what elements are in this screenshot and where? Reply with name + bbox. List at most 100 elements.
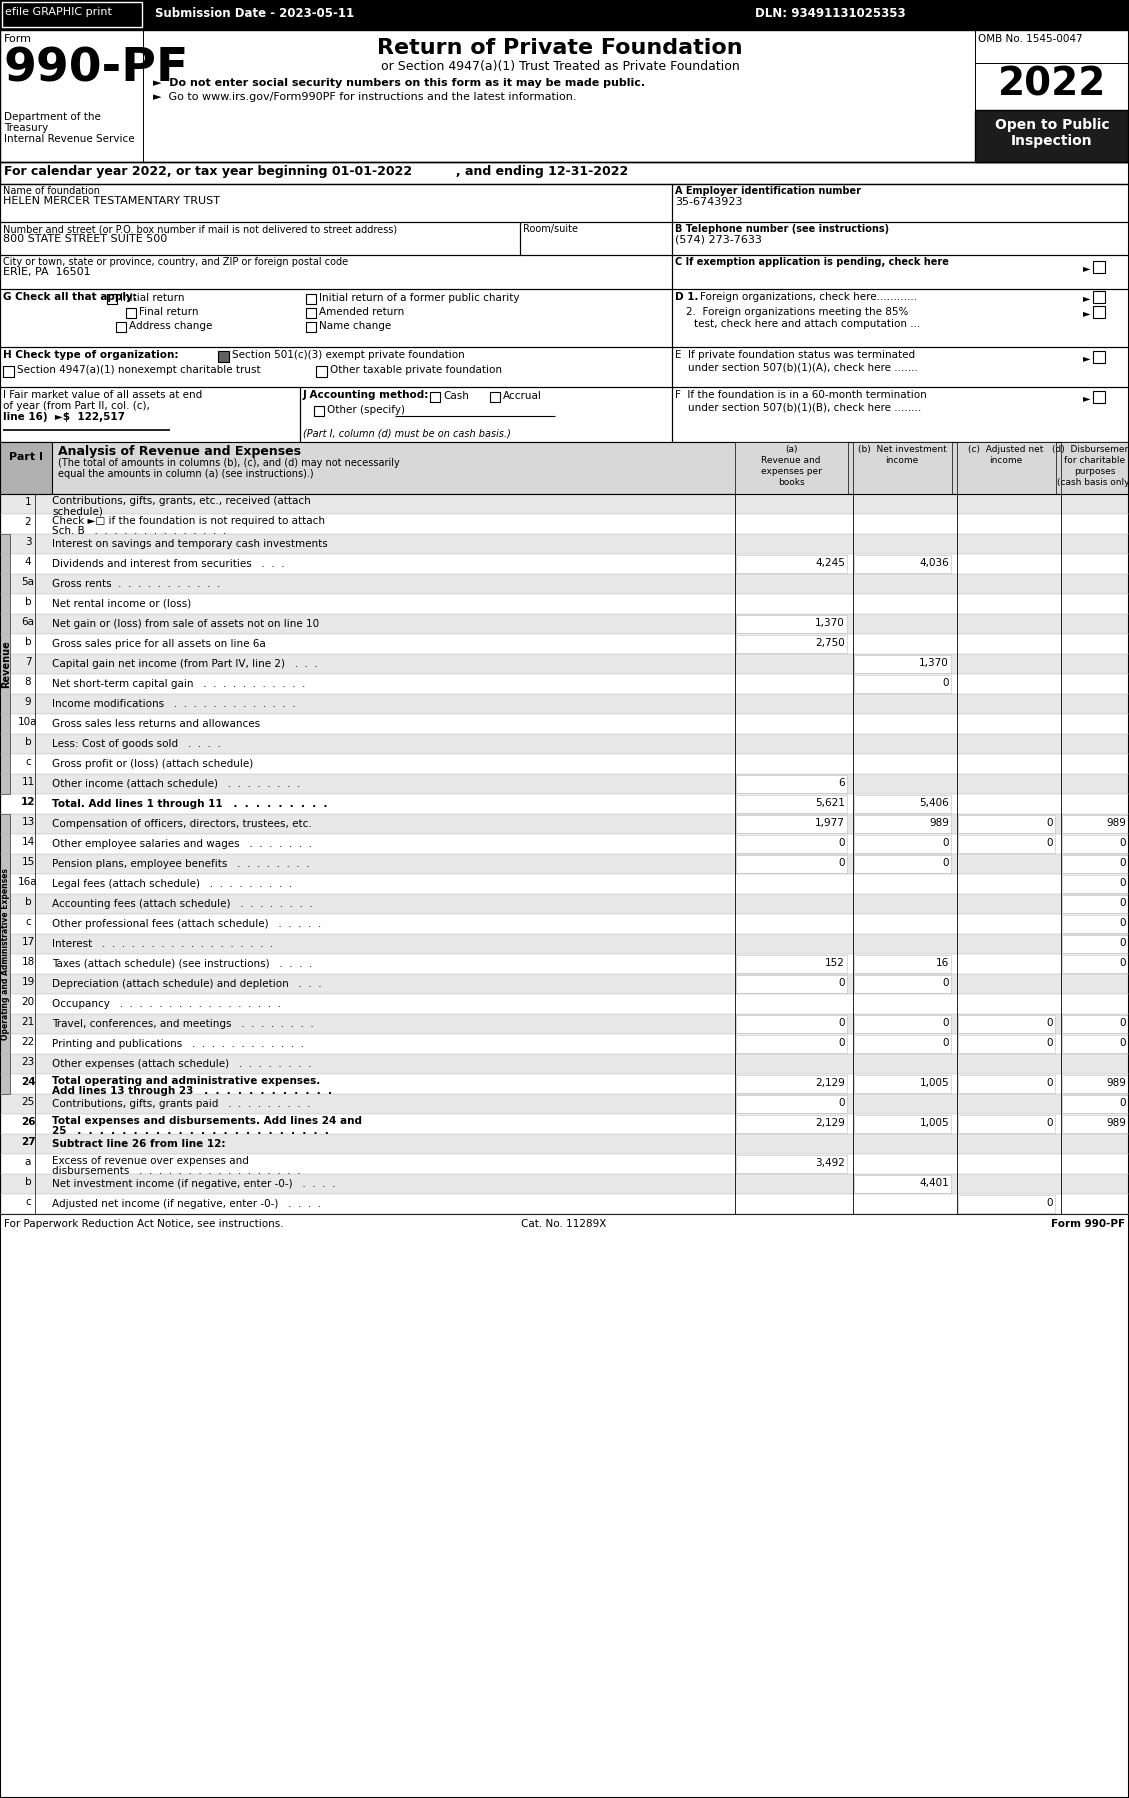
Text: 4,245: 4,245	[815, 557, 844, 568]
Text: 24: 24	[20, 1077, 35, 1088]
Bar	[1093, 291, 1105, 304]
Bar	[1062, 915, 1128, 933]
Text: Name change: Name change	[320, 322, 392, 331]
Bar	[735, 442, 848, 494]
Bar	[0, 955, 1129, 975]
Text: 1,370: 1,370	[815, 619, 844, 628]
Text: Revenue: Revenue	[1, 640, 11, 689]
Text: 2,129: 2,129	[815, 1079, 844, 1088]
Text: ►  Go to www.irs.gov/Form990PF for instructions and the latest information.: ► Go to www.irs.gov/Form990PF for instru…	[154, 92, 577, 102]
Bar	[0, 554, 1129, 574]
Text: under section 507(b)(1)(A), check here .......: under section 507(b)(1)(A), check here .…	[675, 361, 918, 372]
Bar	[0, 593, 1129, 613]
Text: City or town, state or province, country, and ZIP or foreign postal code: City or town, state or province, country…	[3, 257, 348, 266]
Text: Gross rents  .  .  .  .  .  .  .  .  .  .  .: Gross rents . . . . . . . . . . .	[52, 579, 220, 590]
Bar	[306, 322, 316, 333]
Bar	[854, 795, 951, 813]
Text: D 1.: D 1.	[675, 291, 699, 302]
Bar	[0, 0, 1129, 31]
Text: 8: 8	[25, 678, 32, 687]
Text: Taxes (attach schedule) (see instructions)   .  .  .  .: Taxes (attach schedule) (see instruction…	[52, 958, 313, 969]
Bar	[736, 1095, 847, 1113]
Text: Cash: Cash	[443, 390, 469, 401]
Text: 990-PF: 990-PF	[5, 47, 190, 92]
Text: b: b	[25, 597, 32, 608]
Text: 989: 989	[929, 818, 949, 829]
Text: 0: 0	[839, 1099, 844, 1108]
Bar	[306, 307, 316, 318]
Bar	[736, 955, 847, 973]
Text: b: b	[25, 897, 32, 906]
Bar	[0, 574, 1129, 593]
Text: test, check here and attach computation ...: test, check here and attach computation …	[694, 318, 920, 329]
Text: Accounting fees (attach schedule)   .  .  .  .  .  .  .  .: Accounting fees (attach schedule) . . . …	[52, 899, 313, 910]
Text: purposes: purposes	[1075, 467, 1115, 476]
Text: 35-6743923: 35-6743923	[675, 198, 743, 207]
Text: ►: ►	[1083, 293, 1091, 304]
Text: 3: 3	[25, 538, 32, 547]
Text: 25: 25	[21, 1097, 35, 1108]
Bar	[854, 1115, 951, 1133]
Bar	[0, 1154, 1129, 1174]
Bar	[672, 221, 1129, 255]
Text: (Part I, column (d) must be on cash basis.): (Part I, column (d) must be on cash basi…	[303, 428, 511, 439]
Bar	[1062, 834, 1128, 852]
Text: 14: 14	[21, 838, 35, 847]
Text: 0: 0	[1120, 939, 1126, 948]
Bar	[1093, 390, 1105, 403]
Text: (c)  Adjusted net: (c) Adjusted net	[969, 444, 1043, 455]
Bar	[0, 894, 1129, 913]
Bar	[107, 295, 117, 304]
Text: Less: Cost of goods sold   .  .  .  .: Less: Cost of goods sold . . . .	[52, 739, 221, 750]
Text: Total operating and administrative expenses.: Total operating and administrative expen…	[52, 1075, 321, 1086]
Text: A Employer identification number: A Employer identification number	[675, 185, 861, 196]
Bar	[0, 514, 1129, 534]
Bar	[854, 955, 951, 973]
Text: 0: 0	[1047, 1118, 1053, 1127]
Text: a: a	[25, 1156, 32, 1167]
Bar	[1062, 1075, 1128, 1093]
Bar	[0, 494, 1129, 1214]
Text: 1: 1	[25, 496, 32, 507]
Text: Subtract line 26 from line 12:: Subtract line 26 from line 12:	[52, 1138, 226, 1149]
Text: of year (from Part II, col. (c),: of year (from Part II, col. (c),	[3, 401, 150, 412]
Text: 0: 0	[1047, 838, 1053, 849]
Bar	[736, 635, 847, 653]
Text: 2,750: 2,750	[815, 638, 844, 647]
Bar	[0, 1054, 1129, 1073]
Bar	[736, 1036, 847, 1054]
Text: Other professional fees (attach schedule)   .  .  .  .  .: Other professional fees (attach schedule…	[52, 919, 322, 930]
Text: c: c	[25, 1197, 30, 1206]
Text: 26: 26	[20, 1117, 35, 1127]
Text: Total expenses and disbursements. Add lines 24 and: Total expenses and disbursements. Add li…	[52, 1117, 362, 1126]
Text: Travel, conferences, and meetings   .  .  .  .  .  .  .  .: Travel, conferences, and meetings . . . …	[52, 1019, 314, 1028]
Text: 18: 18	[21, 957, 35, 967]
Bar	[0, 1093, 1129, 1115]
Text: 20: 20	[21, 998, 35, 1007]
Bar	[0, 387, 300, 442]
Text: Treasury: Treasury	[5, 122, 49, 133]
Text: expenses per: expenses per	[761, 467, 822, 476]
Text: (d)  Disbursements: (d) Disbursements	[1052, 444, 1129, 455]
Text: Department of the: Department of the	[5, 111, 100, 122]
Text: Section 501(c)(3) exempt private foundation: Section 501(c)(3) exempt private foundat…	[231, 351, 465, 360]
Text: 152: 152	[825, 958, 844, 967]
Text: c: c	[25, 757, 30, 768]
Text: H Check type of organization:: H Check type of organization:	[3, 351, 178, 360]
Bar	[1062, 856, 1128, 874]
Text: 0: 0	[943, 1037, 949, 1048]
Text: Initial return: Initial return	[120, 293, 184, 304]
Text: 989: 989	[1106, 818, 1126, 829]
Bar	[490, 392, 500, 403]
Bar	[672, 183, 1129, 221]
Text: Dividends and interest from securities   .  .  .: Dividends and interest from securities .…	[52, 559, 285, 568]
Text: b: b	[25, 1178, 32, 1187]
Text: E  If private foundation status was terminated: E If private foundation status was termi…	[675, 351, 916, 360]
Text: Internal Revenue Service: Internal Revenue Service	[5, 135, 134, 144]
Text: 6a: 6a	[21, 617, 35, 628]
Text: 0: 0	[943, 858, 949, 868]
Bar	[854, 1016, 951, 1034]
Bar	[0, 534, 1129, 554]
Text: 0: 0	[1120, 858, 1126, 868]
Text: 5,406: 5,406	[919, 798, 949, 807]
